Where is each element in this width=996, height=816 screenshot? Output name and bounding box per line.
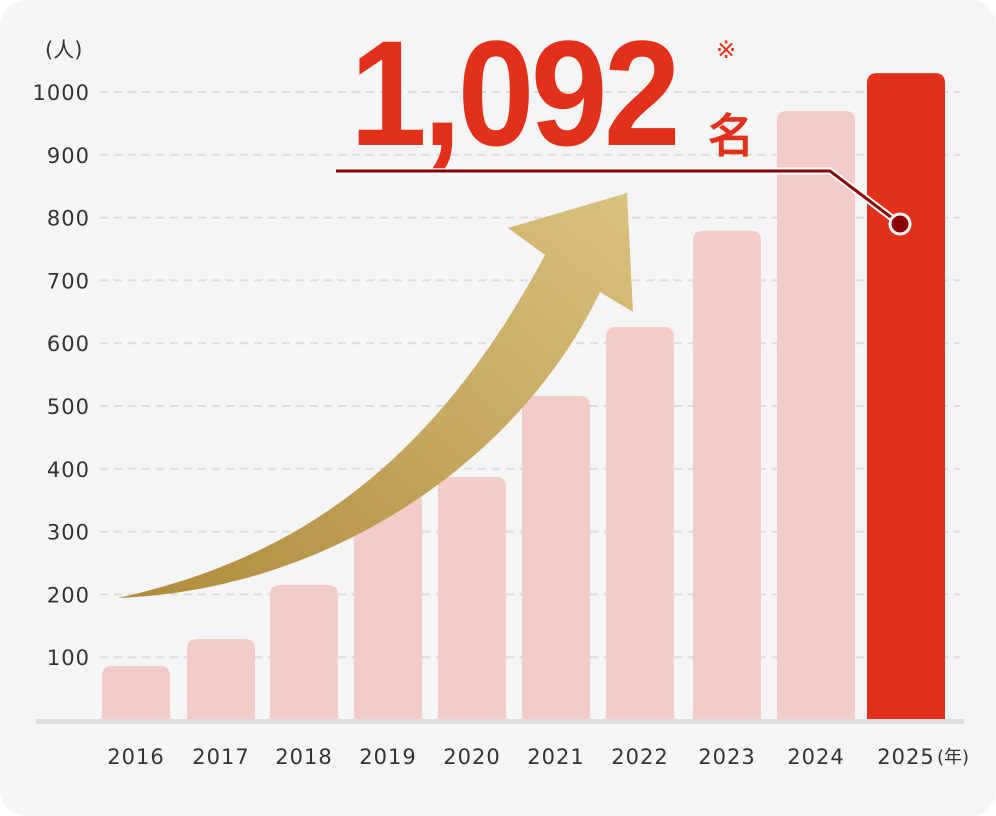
- y-tick-label: 500: [47, 395, 90, 419]
- callout-dot: [888, 212, 912, 236]
- x-tick-label: 2019: [359, 745, 416, 769]
- bar-2018: [270, 584, 338, 720]
- y-tick-label: 600: [47, 332, 90, 356]
- y-tick-label: 800: [47, 207, 90, 231]
- x-tick-label: 2018: [275, 745, 332, 769]
- y-tick-label: 700: [47, 269, 90, 293]
- bar-2022: [606, 326, 674, 720]
- bar-2017: [187, 638, 255, 720]
- y-tick-label: 100: [47, 646, 90, 670]
- x-tick-label: 2023: [698, 745, 755, 769]
- x-axis-line: [36, 719, 964, 724]
- y-tick-label: 1000: [33, 81, 90, 105]
- growth-arrow: [118, 193, 633, 598]
- bar-2021: [522, 395, 590, 720]
- x-tick-label: 2024: [787, 745, 844, 769]
- x-tick-label: 2021: [527, 745, 584, 769]
- callout-line-inner: [336, 169, 901, 226]
- y-tick-label: 900: [47, 144, 90, 168]
- bar-2023: [693, 230, 761, 720]
- x-tick-label: 2020: [443, 745, 500, 769]
- x-tick-label: 2025: [877, 745, 934, 769]
- bar-2019: [354, 488, 422, 720]
- y-tick-label: 300: [47, 521, 90, 545]
- x-axis-unit: (年): [937, 747, 970, 768]
- bar-2025: [867, 73, 945, 720]
- highlight-unit: 名: [708, 109, 754, 163]
- x-tick-label: 2016: [107, 745, 164, 769]
- highlight-value: 1,092: [350, 9, 681, 177]
- y-axis-unit: (人): [45, 38, 83, 62]
- x-tick-label: 2017: [192, 745, 249, 769]
- bar-2016: [102, 665, 170, 720]
- x-tick-label: 2022: [611, 745, 668, 769]
- note-mark: ※: [716, 36, 737, 64]
- y-tick-label: 200: [47, 583, 90, 607]
- y-tick-label: 400: [47, 458, 90, 482]
- bar-2020: [438, 476, 506, 720]
- bar-2024: [777, 110, 855, 721]
